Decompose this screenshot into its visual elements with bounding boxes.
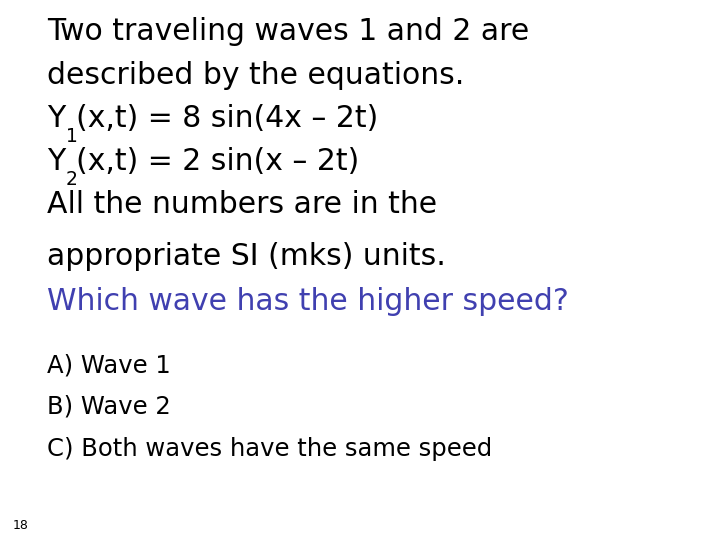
- Text: appropriate SI (mks) units.: appropriate SI (mks) units.: [47, 241, 446, 271]
- Text: Two traveling waves 1 and 2 are: Two traveling waves 1 and 2 are: [47, 17, 529, 46]
- Text: 1: 1: [66, 127, 77, 146]
- Text: C) Both waves have the same speed: C) Both waves have the same speed: [47, 437, 492, 461]
- Text: 2: 2: [66, 170, 77, 189]
- Text: All the numbers are in the: All the numbers are in the: [47, 190, 437, 219]
- Text: (x,t) = 8 sin(4x – 2t): (x,t) = 8 sin(4x – 2t): [76, 104, 378, 133]
- Text: (x,t) = 2 sin(x – 2t): (x,t) = 2 sin(x – 2t): [76, 147, 359, 176]
- Text: 18: 18: [13, 519, 29, 532]
- Text: A) Wave 1: A) Wave 1: [47, 354, 171, 377]
- Text: Y: Y: [47, 104, 65, 133]
- Text: Y: Y: [47, 147, 65, 176]
- Text: described by the equations.: described by the equations.: [47, 60, 464, 90]
- Text: Which wave has the higher speed?: Which wave has the higher speed?: [47, 287, 569, 316]
- Text: B) Wave 2: B) Wave 2: [47, 394, 171, 418]
